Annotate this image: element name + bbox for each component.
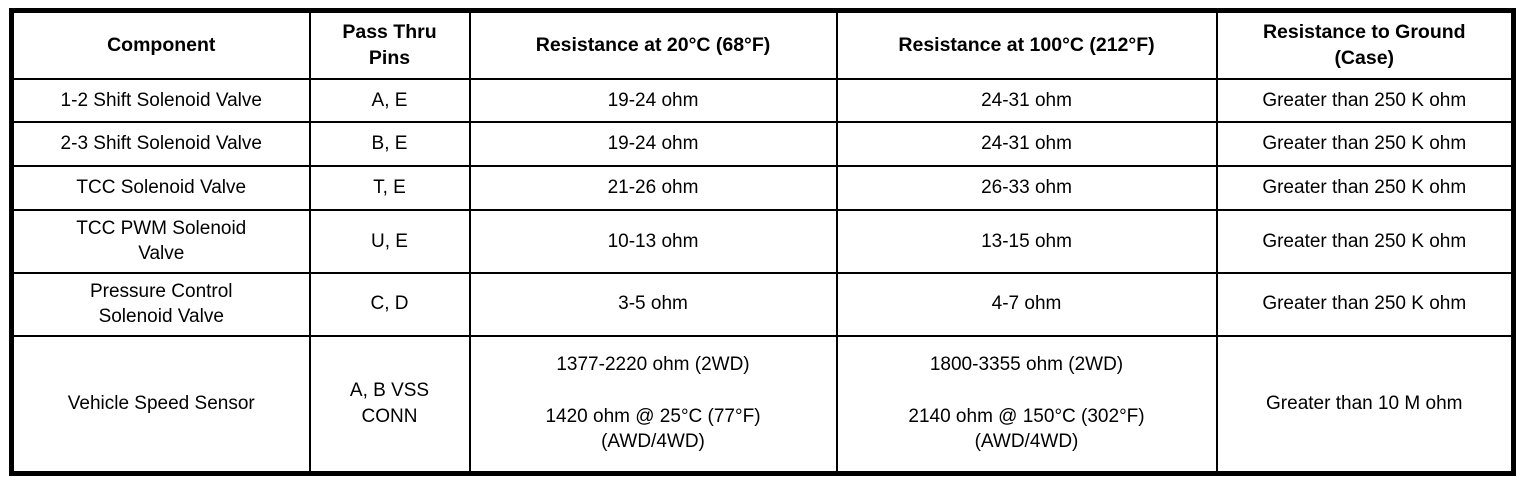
- col-header-resistance-100c: Resistance at 100°C (212°F): [835, 9, 1218, 80]
- cell-pass-thru-pins: C, D: [308, 271, 471, 337]
- cell-resistance-100c: 26-33 ohm: [835, 165, 1218, 212]
- cell-component: 1-2 Shift Solenoid Valve: [10, 77, 311, 124]
- cell-resistance-100c: 24-31 ohm: [835, 121, 1218, 168]
- cell-resistance-20c: 10-13 ohm: [468, 209, 838, 274]
- cell-component: Vehicle Speed Sensor: [10, 334, 311, 475]
- cell-resistance-to-ground: Greater than 250 K ohm: [1215, 77, 1515, 124]
- col-header-resistance-20c: Resistance at 20°C (68°F): [468, 9, 838, 80]
- table-row-1-2-shift-solenoid: 1-2 Shift Solenoid Valve A, E 19-24 ohm …: [10, 77, 1515, 124]
- table-row-tcc-pwm-solenoid: TCC PWM Solenoid Valve U, E 10-13 ohm 13…: [10, 209, 1515, 274]
- cell-component: TCC PWM Solenoid Valve: [10, 209, 311, 274]
- header-row: Component Pass Thru Pins Resistance at 2…: [10, 9, 1515, 80]
- col-header-component: Component: [10, 9, 311, 80]
- cell-resistance-20c: 19-24 ohm: [468, 77, 838, 124]
- cell-component: Pressure Control Solenoid Valve: [10, 271, 311, 337]
- cell-resistance-to-ground: Greater than 250 K ohm: [1215, 271, 1515, 337]
- cell-resistance-100c: 24-31 ohm: [835, 77, 1218, 124]
- cell-resistance-to-ground: Greater than 250 K ohm: [1215, 165, 1515, 212]
- cell-resistance-100c: 13-15 ohm: [835, 209, 1218, 274]
- cell-pass-thru-pins: B, E: [308, 121, 471, 168]
- table-row-vehicle-speed-sensor: Vehicle Speed Sensor A, B VSS CONN 1377-…: [10, 334, 1515, 475]
- cell-pass-thru-pins: A, B VSS CONN: [308, 334, 471, 475]
- cell-resistance-100c: 4-7 ohm: [835, 271, 1218, 337]
- cell-resistance-100c: 1800-3355 ohm (2WD) 2140 ohm @ 150°C (30…: [835, 334, 1218, 475]
- solenoid-resistance-spec-table: Component Pass Thru Pins Resistance at 2…: [9, 8, 1516, 476]
- cell-component: 2-3 Shift Solenoid Valve: [10, 121, 311, 168]
- cell-resistance-20c: 1377-2220 ohm (2WD) 1420 ohm @ 25°C (77°…: [468, 334, 838, 475]
- cell-resistance-20c: 3-5 ohm: [468, 271, 838, 337]
- cell-resistance-20c: 19-24 ohm: [468, 121, 838, 168]
- cell-resistance-to-ground: Greater than 10 M ohm: [1215, 334, 1515, 475]
- cell-component: TCC Solenoid Valve: [10, 165, 311, 212]
- cell-pass-thru-pins: U, E: [308, 209, 471, 274]
- cell-pass-thru-pins: A, E: [308, 77, 471, 124]
- table-row-tcc-solenoid: TCC Solenoid Valve T, E 21-26 ohm 26-33 …: [10, 165, 1515, 212]
- cell-resistance-to-ground: Greater than 250 K ohm: [1215, 121, 1515, 168]
- cell-resistance-20c: 21-26 ohm: [468, 165, 838, 212]
- col-header-pass-thru-pins: Pass Thru Pins: [308, 9, 471, 80]
- cell-pass-thru-pins: T, E: [308, 165, 471, 212]
- col-header-resistance-to-ground: Resistance to Ground (Case): [1215, 9, 1515, 80]
- table-row-2-3-shift-solenoid: 2-3 Shift Solenoid Valve B, E 19-24 ohm …: [10, 121, 1515, 168]
- cell-resistance-to-ground: Greater than 250 K ohm: [1215, 209, 1515, 274]
- table-row-pressure-control-solenoid: Pressure Control Solenoid Valve C, D 3-5…: [10, 271, 1515, 337]
